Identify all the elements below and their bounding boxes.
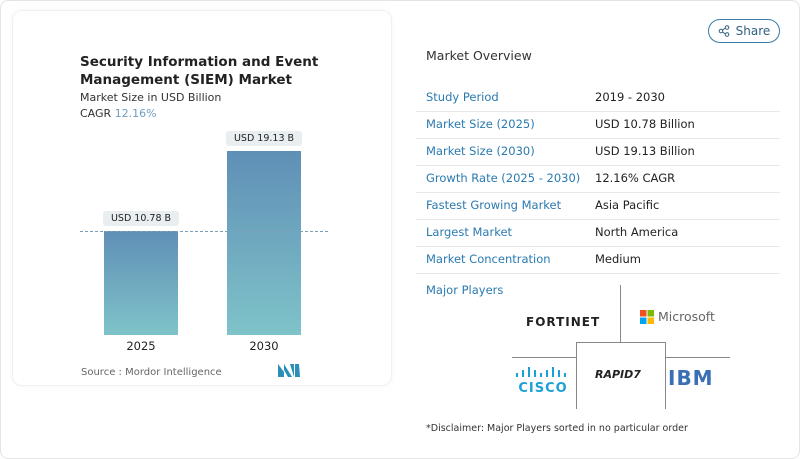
row-label: Fastest Growing Market	[426, 198, 562, 212]
bar-2030	[227, 151, 301, 335]
microsoft-icon	[640, 309, 654, 324]
chart-title: Security Information and Event Managemen…	[80, 54, 319, 88]
cisco-logo: CISCO	[515, 364, 571, 396]
row-value: North America	[595, 225, 679, 239]
row-value: 12.16% CAGR	[595, 171, 676, 185]
data-label: USD 19.13 B	[225, 131, 303, 146]
divider	[665, 357, 730, 358]
microsoft-text: Microsoft	[658, 309, 715, 324]
overview-row: Fastest Growing Market Asia Pacific	[416, 192, 780, 220]
row-label: Market Concentration	[426, 252, 551, 266]
microsoft-logo: Microsoft	[640, 309, 715, 324]
row-value: Asia Pacific	[595, 198, 660, 212]
row-label: Market Size (2025)	[426, 117, 535, 131]
fortinet-logo: FORTINET	[526, 315, 601, 329]
cagr-label: CAGR	[80, 107, 112, 120]
overview-row: Market Size (2030) USD 19.13 Billion	[416, 138, 780, 166]
cisco-text: CISCO	[518, 381, 568, 396]
bar-2025	[104, 231, 178, 335]
row-value: USD 10.78 Billion	[595, 117, 695, 131]
chart-subtitle: Market Size in USD Billion	[80, 91, 222, 104]
mordor-logo-icon	[278, 364, 300, 377]
row-value: Medium	[595, 252, 641, 266]
overview-row: Market Concentration Medium	[416, 246, 780, 274]
disclaimer: *Disclaimer: Major Players sorted in no …	[426, 423, 688, 434]
row-label: Study Period	[426, 90, 499, 104]
row-label: Growth Rate (2025 - 2030)	[426, 171, 581, 185]
x-tick-label: 2030	[249, 339, 279, 353]
overview-row: Largest Market North America	[416, 219, 780, 247]
row-value: USD 19.13 Billion	[595, 144, 695, 158]
share-label: Share	[735, 24, 771, 38]
row-label: Largest Market	[426, 225, 513, 239]
source: Source : Mordor Intelligence	[81, 367, 222, 378]
cagr-value: 12.16%	[114, 107, 157, 120]
cisco-bars-icon	[516, 367, 566, 377]
overview-row: Growth Rate (2025 - 2030) 12.16% CAGR	[416, 165, 780, 193]
chart-card	[12, 10, 392, 386]
rapid7-logo: RAPID7	[595, 368, 641, 381]
ibm-logo: IBM	[668, 366, 714, 390]
divider	[512, 357, 576, 358]
cagr: CAGR 12.16%	[80, 107, 157, 120]
overview-row: Market Size (2025) USD 10.78 Billion	[416, 111, 780, 139]
logo-box	[576, 342, 666, 409]
row-value: 2019 - 2030	[595, 90, 665, 104]
reference-line	[80, 231, 328, 232]
overview-title: Market Overview	[426, 48, 532, 63]
divider	[620, 285, 621, 342]
row-label: Market Size (2030)	[426, 144, 535, 158]
share-icon	[718, 25, 729, 37]
overview-row: Study Period 2019 - 2030	[416, 84, 780, 112]
x-tick-label: 2025	[126, 339, 156, 353]
share-button[interactable]: Share	[708, 19, 780, 43]
data-label: USD 10.78 B	[102, 211, 180, 227]
major-players-title: Major Players	[426, 283, 504, 297]
